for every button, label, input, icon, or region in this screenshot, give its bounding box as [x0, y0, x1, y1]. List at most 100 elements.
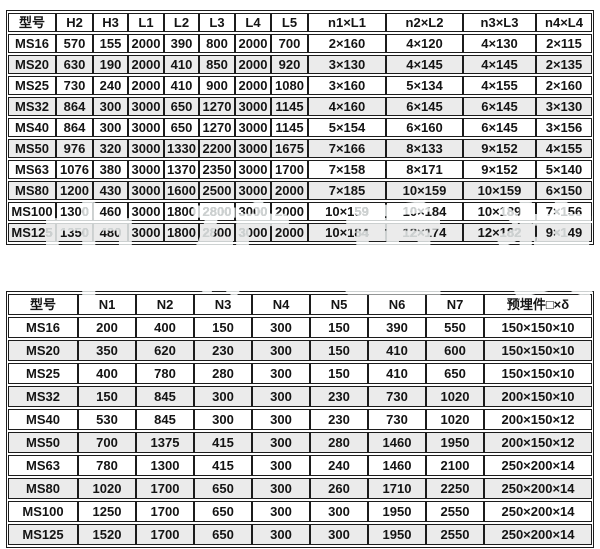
value-cell: 3000: [128, 118, 164, 137]
value-cell: 410: [164, 76, 199, 95]
value-cell: 230: [310, 409, 368, 430]
value-cell: 150×150×10: [484, 340, 592, 361]
value-cell: 200×150×12: [484, 432, 592, 453]
table-row: MS125 1520 1700 650 300 300 1950 2550 250×200×14: [8, 524, 592, 545]
value-cell: 410: [368, 363, 426, 384]
table-row: MS32 864 300 3000 650 1270 3000 1145 4×160 6×145 6…: [8, 97, 592, 116]
value-cell: 2000: [271, 202, 308, 221]
value-cell: 2000: [235, 76, 271, 95]
value-cell: 3×160: [308, 76, 386, 95]
value-cell: 10×159: [308, 202, 386, 221]
column-header: n3×L3: [463, 13, 536, 32]
value-cell: 300: [194, 386, 252, 407]
value-cell: 850: [199, 55, 235, 74]
table-row: MS63 780 1300 415 300 240 1460 2100 250×200×14: [8, 455, 592, 476]
column-header: N1: [78, 294, 136, 315]
model-cell: MS50: [8, 432, 78, 453]
model-cell: MS16: [8, 34, 56, 53]
value-cell: 190: [93, 55, 128, 74]
value-cell: 730: [368, 409, 426, 430]
value-cell: 1950: [426, 432, 484, 453]
value-cell: 1200: [56, 181, 93, 200]
value-cell: 1270: [199, 118, 235, 137]
value-cell: 150: [310, 317, 368, 338]
table-row: MS25 400 780 280 300 150 410 650 150×150×10: [8, 363, 592, 384]
model-cell: MS25: [8, 363, 78, 384]
value-cell: 2800: [199, 202, 235, 221]
value-cell: 630: [56, 55, 93, 74]
column-header: N6: [368, 294, 426, 315]
dimensions-table-upper: 型号 H2 H3 L1 L2 L3 L4 L5 n1×L1 n2×L2 n3×L3 n4×L4 MS16…: [6, 10, 594, 245]
value-cell: 280: [310, 432, 368, 453]
value-cell: 1950: [368, 524, 426, 545]
value-cell: 250×200×14: [484, 455, 592, 476]
value-cell: 200×150×12: [484, 409, 592, 430]
column-header: H3: [93, 13, 128, 32]
value-cell: 3000: [235, 202, 271, 221]
value-cell: 3000: [235, 139, 271, 158]
value-cell: 4×160: [308, 97, 386, 116]
value-cell: 1300: [56, 202, 93, 221]
upper-table-container: 型号 H2 H3 L1 L2 L3 L4 L5 n1×L1 n2×L2 n3×L3 n4×L4 MS16…: [6, 10, 594, 245]
model-cell: MS40: [8, 118, 56, 137]
model-cell: MS100: [8, 202, 56, 221]
value-cell: 2550: [426, 501, 484, 522]
value-cell: 390: [164, 34, 199, 53]
value-cell: 6×145: [386, 97, 463, 116]
value-cell: 7×166: [308, 139, 386, 158]
value-cell: 6×150: [536, 181, 592, 200]
value-cell: 4×155: [536, 139, 592, 158]
column-header: L1: [128, 13, 164, 32]
value-cell: 155: [93, 34, 128, 53]
table-row: MS40 864 300 3000 650 1270 3000 1145 5×154 6×160 6…: [8, 118, 592, 137]
value-cell: 1020: [78, 478, 136, 499]
value-cell: 1460: [368, 455, 426, 476]
value-cell: 900: [199, 76, 235, 95]
value-cell: 1520: [78, 524, 136, 545]
value-cell: 1145: [271, 97, 308, 116]
value-cell: 1330: [164, 139, 199, 158]
value-cell: 300: [252, 455, 310, 476]
table-row: MS16 200 400 150 300 150 390 550 150×150×10: [8, 317, 592, 338]
table-row: MS20 630 190 2000 410 850 2000 920 3×130 4×145 4×1…: [8, 55, 592, 74]
value-cell: 3000: [128, 202, 164, 221]
value-cell: 2550: [426, 524, 484, 545]
value-cell: 10×184: [386, 202, 463, 221]
value-cell: 530: [78, 409, 136, 430]
column-header: N5: [310, 294, 368, 315]
value-cell: 2200: [199, 139, 235, 158]
value-cell: 650: [164, 118, 199, 137]
value-cell: 320: [93, 139, 128, 158]
value-cell: 864: [56, 97, 93, 116]
value-cell: 400: [78, 363, 136, 384]
value-cell: 150: [310, 363, 368, 384]
table-row: MS100 1250 1700 650 300 300 1950 2550 250×200×14: [8, 501, 592, 522]
model-cell: MS20: [8, 340, 78, 361]
value-cell: 5×140: [536, 160, 592, 179]
value-cell: 430: [93, 181, 128, 200]
value-cell: 240: [310, 455, 368, 476]
value-cell: 730: [56, 76, 93, 95]
value-cell: 2350: [199, 160, 235, 179]
value-cell: 7×156: [536, 202, 592, 221]
column-header: N7: [426, 294, 484, 315]
value-cell: 150: [310, 340, 368, 361]
value-cell: 1076: [56, 160, 93, 179]
header-row: 型号 N1 N2 N3 N4 N5 N6 N7 预埋件□×δ: [8, 294, 592, 315]
value-cell: 460: [93, 202, 128, 221]
column-header: L3: [199, 13, 235, 32]
value-cell: 3000: [235, 97, 271, 116]
column-header: H2: [56, 13, 93, 32]
model-cell: MS25: [8, 76, 56, 95]
value-cell: 415: [194, 455, 252, 476]
header-row: 型号 H2 H3 L1 L2 L3 L4 L5 n1×L1 n2×L2 n3×L3 n4×L4: [8, 13, 592, 32]
column-header: L2: [164, 13, 199, 32]
value-cell: 380: [93, 160, 128, 179]
column-header: n4×L4: [536, 13, 592, 32]
value-cell: 2000: [271, 181, 308, 200]
value-cell: 4×155: [463, 76, 536, 95]
table-row: MS25 730 240 2000 410 900 2000 1080 3×160 5×134 4×…: [8, 76, 592, 95]
lower-table-container: 型号 N1 N2 N3 N4 N5 N6 N7 预埋件□×δ MS16 200 400 150 300 15…: [6, 291, 594, 548]
value-cell: 300: [252, 409, 310, 430]
value-cell: 480: [93, 223, 128, 242]
